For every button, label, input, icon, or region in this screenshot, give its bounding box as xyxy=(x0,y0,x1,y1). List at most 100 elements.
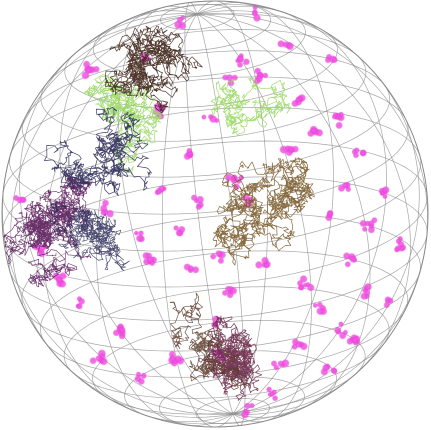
pink-dot xyxy=(393,246,400,253)
longitude-line xyxy=(196,13,246,426)
pink-cluster xyxy=(331,111,346,130)
pink-dot xyxy=(310,127,318,135)
pink-dot xyxy=(137,377,146,386)
pink-dot xyxy=(242,58,251,66)
pink-cluster xyxy=(133,230,146,243)
brown-walk-trail xyxy=(169,292,250,390)
pink-dot xyxy=(140,372,148,380)
pink-cluster xyxy=(75,295,86,310)
pink-dot xyxy=(105,209,115,218)
pink-dot xyxy=(137,230,145,237)
pink-dot xyxy=(341,181,350,190)
pink-dot xyxy=(284,145,291,152)
pink-cluster xyxy=(235,52,251,69)
pink-cluster xyxy=(254,256,272,269)
pink-dot xyxy=(324,56,332,64)
pink-dot xyxy=(321,363,331,372)
pink-dot xyxy=(306,283,315,292)
pink-cluster xyxy=(240,402,255,419)
pink-cluster xyxy=(359,216,378,234)
pink-dot xyxy=(201,114,207,120)
pink-dot xyxy=(177,225,186,234)
pink-cluster xyxy=(81,60,101,80)
pink-cluster xyxy=(324,209,334,222)
pink-dot xyxy=(342,252,351,260)
pink-cluster xyxy=(112,323,127,340)
pink-cluster xyxy=(99,199,115,218)
pink-dot xyxy=(157,184,166,193)
pink-dot xyxy=(254,67,262,75)
pink-dot xyxy=(92,65,101,74)
pink-dot xyxy=(262,72,269,79)
pink-cluster xyxy=(306,125,324,138)
pink-dot xyxy=(100,209,107,216)
pink-dot xyxy=(295,96,302,103)
pink-dot xyxy=(338,321,344,327)
pink-dot xyxy=(82,60,91,69)
pink-dot xyxy=(195,203,203,211)
pink-dot xyxy=(190,194,198,202)
pink-cluster xyxy=(279,145,300,157)
pink-cluster xyxy=(173,225,186,237)
pink-dot xyxy=(221,74,229,81)
pink-cluster xyxy=(312,301,328,316)
pink-cluster xyxy=(173,15,187,30)
pink-cluster xyxy=(346,333,361,346)
pink-dot xyxy=(297,284,305,291)
longitude-line xyxy=(196,13,312,423)
pink-dot xyxy=(281,358,290,368)
pink-dot xyxy=(209,253,217,260)
pink-cluster xyxy=(342,252,358,268)
pink-cluster xyxy=(360,282,373,301)
pink-cluster xyxy=(378,185,390,200)
pink-dot xyxy=(186,147,193,154)
pink-cluster xyxy=(383,296,394,309)
pink-cluster xyxy=(320,363,338,376)
pink-dot xyxy=(187,265,195,272)
longitude-line xyxy=(10,13,234,418)
pink-dot xyxy=(148,259,156,267)
longitude-line xyxy=(196,13,411,415)
pink-dot xyxy=(351,149,358,155)
pink-dot xyxy=(173,20,183,30)
maroon-walk-trail xyxy=(198,315,263,401)
pink-cluster xyxy=(134,371,148,386)
pink-dot xyxy=(112,329,120,337)
pink-dot xyxy=(360,292,369,301)
purple-walk-trail xyxy=(2,173,93,288)
pink-cluster xyxy=(253,67,269,85)
pink-dot xyxy=(254,260,263,269)
pink-dot xyxy=(395,238,402,245)
pink-cluster xyxy=(209,249,227,265)
pink-dot xyxy=(299,342,308,351)
navy-walk-trail xyxy=(44,106,152,196)
pink-dot xyxy=(331,367,338,375)
pink-dot xyxy=(89,356,97,365)
pink-cluster xyxy=(154,184,167,196)
navy-walk-trail xyxy=(49,203,130,272)
pink-dot xyxy=(180,15,186,21)
pink-dot xyxy=(217,257,225,265)
pink-dot xyxy=(266,386,273,393)
pink-dot xyxy=(363,282,373,292)
pink-dot xyxy=(346,337,354,346)
pink-dot xyxy=(326,210,334,218)
pink-cluster xyxy=(183,263,200,274)
pink-dot xyxy=(84,66,92,75)
pink-cluster xyxy=(277,39,295,51)
pink-dot xyxy=(342,329,349,336)
pink-dot xyxy=(101,199,110,207)
pink-dot xyxy=(12,194,20,202)
pink-cluster xyxy=(324,53,338,64)
pink-dot xyxy=(380,190,386,196)
pink-dot xyxy=(173,354,183,364)
pink-cluster xyxy=(12,194,27,204)
pink-cluster xyxy=(291,93,307,108)
pink-dot xyxy=(291,338,299,346)
pink-dot xyxy=(352,257,358,263)
olive-walk-trail xyxy=(212,157,315,266)
pink-dot xyxy=(252,4,258,11)
pink-cluster xyxy=(296,274,315,292)
pink-dot xyxy=(99,357,109,366)
